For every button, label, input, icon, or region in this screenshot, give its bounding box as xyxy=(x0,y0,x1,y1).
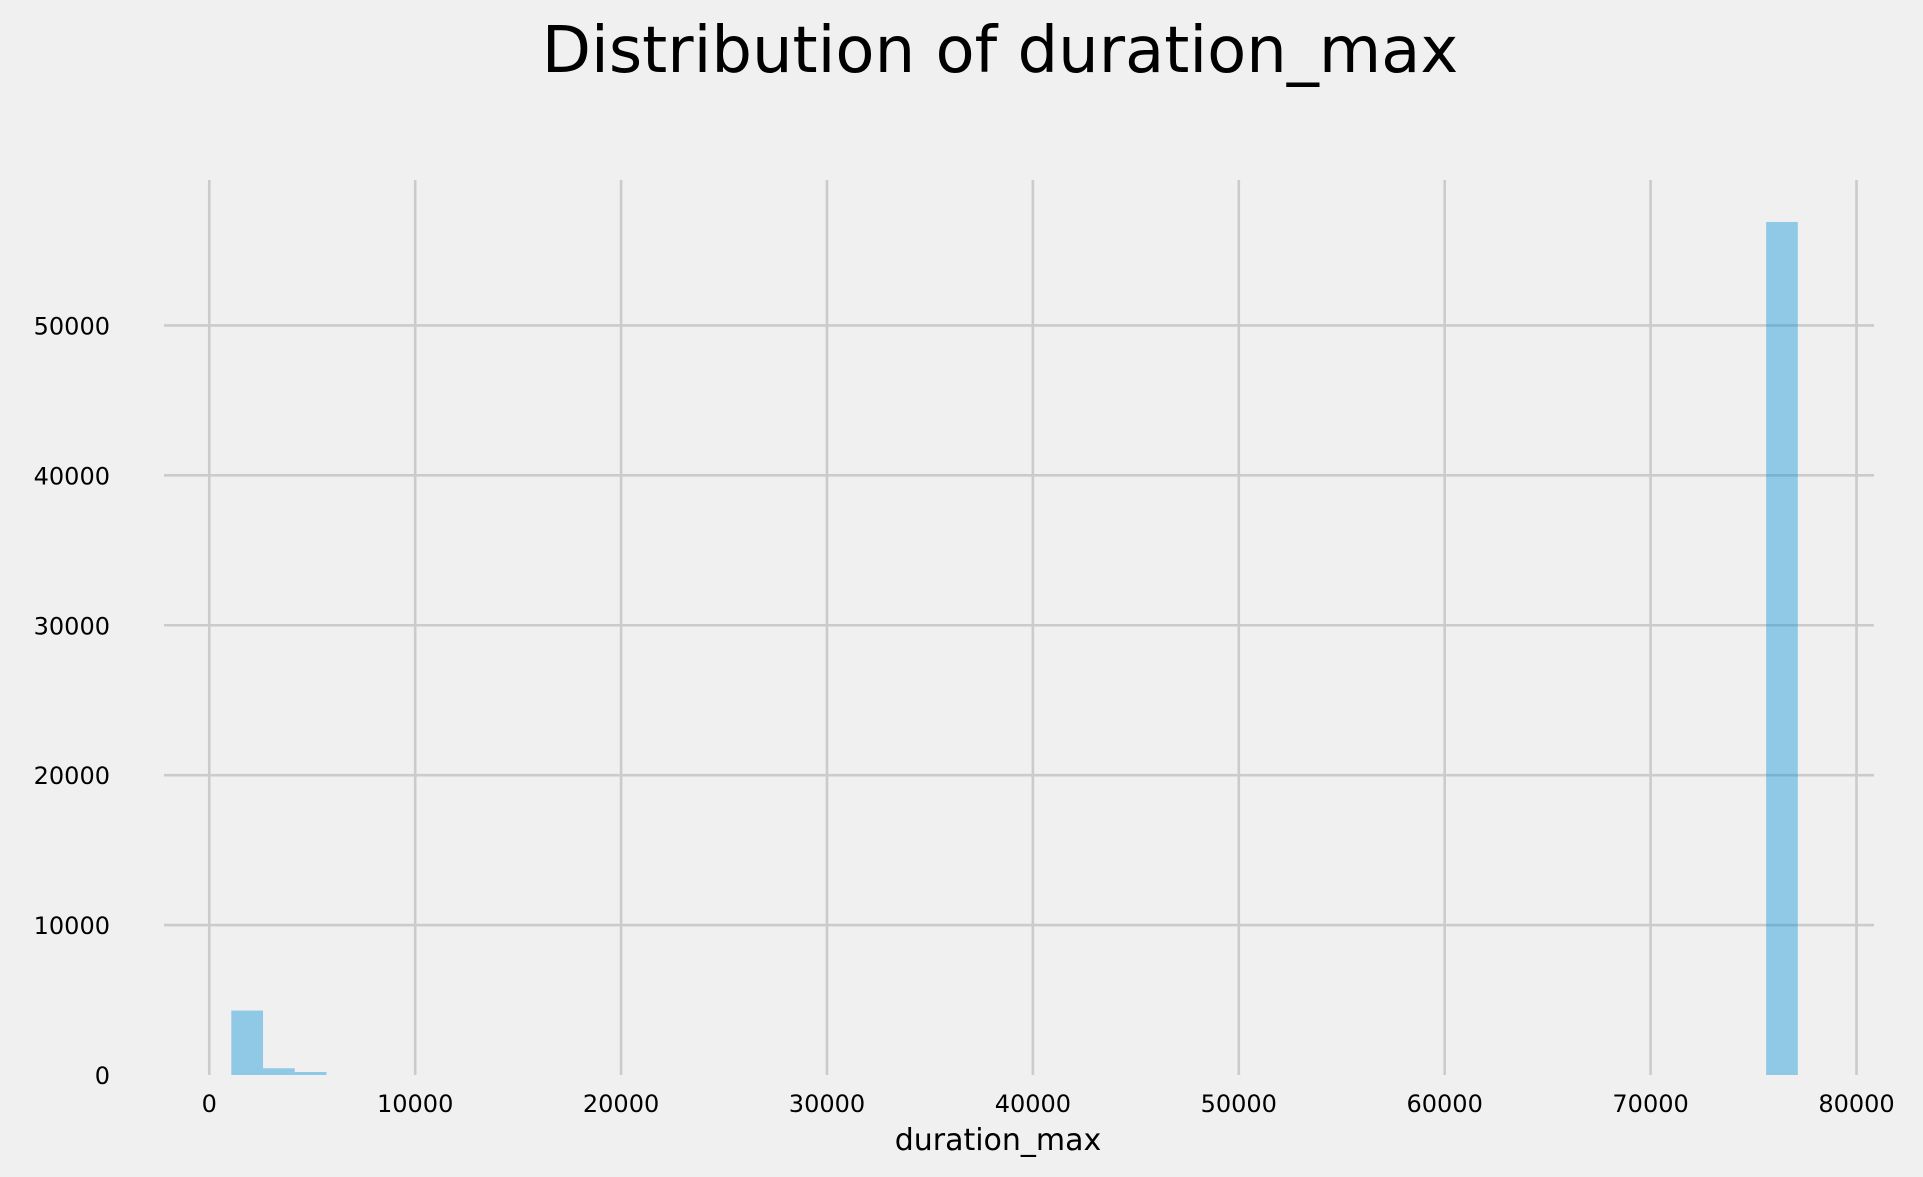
x-tick-label: 0 xyxy=(202,1090,217,1118)
x-tick-label: 20000 xyxy=(583,1090,659,1118)
histogram-bar xyxy=(263,1068,295,1075)
x-axis-label: duration_max xyxy=(895,1123,1102,1158)
x-tick-label: 50000 xyxy=(1201,1090,1277,1118)
y-tick-label: 10000 xyxy=(34,912,110,940)
x-tick-label: 30000 xyxy=(789,1090,865,1118)
histogram-bar xyxy=(1766,221,1798,1075)
x-tick-label: 80000 xyxy=(1818,1090,1894,1118)
y-tick-label: 40000 xyxy=(34,462,110,490)
histogram-bar xyxy=(231,1010,264,1075)
x-tick-label: 10000 xyxy=(377,1090,453,1118)
x-tick-label: 60000 xyxy=(1407,1090,1483,1118)
histogram-bar xyxy=(294,1072,327,1075)
x-tick-label: 70000 xyxy=(1612,1090,1688,1118)
y-tick-label: 0 xyxy=(95,1062,110,1090)
y-tick-label: 30000 xyxy=(34,612,110,640)
chart-title: Distribution of duration_max xyxy=(542,14,1459,88)
y-tick-label: 50000 xyxy=(34,312,110,340)
histogram-bars xyxy=(231,221,1798,1075)
grid-lines xyxy=(164,180,1874,1075)
y-tick-label: 20000 xyxy=(34,762,110,790)
tick-labels: 0 10000 20000 30000 40000 50000 60000 70000 8000… xyxy=(34,312,1895,1118)
x-tick-label: 40000 xyxy=(995,1090,1071,1118)
